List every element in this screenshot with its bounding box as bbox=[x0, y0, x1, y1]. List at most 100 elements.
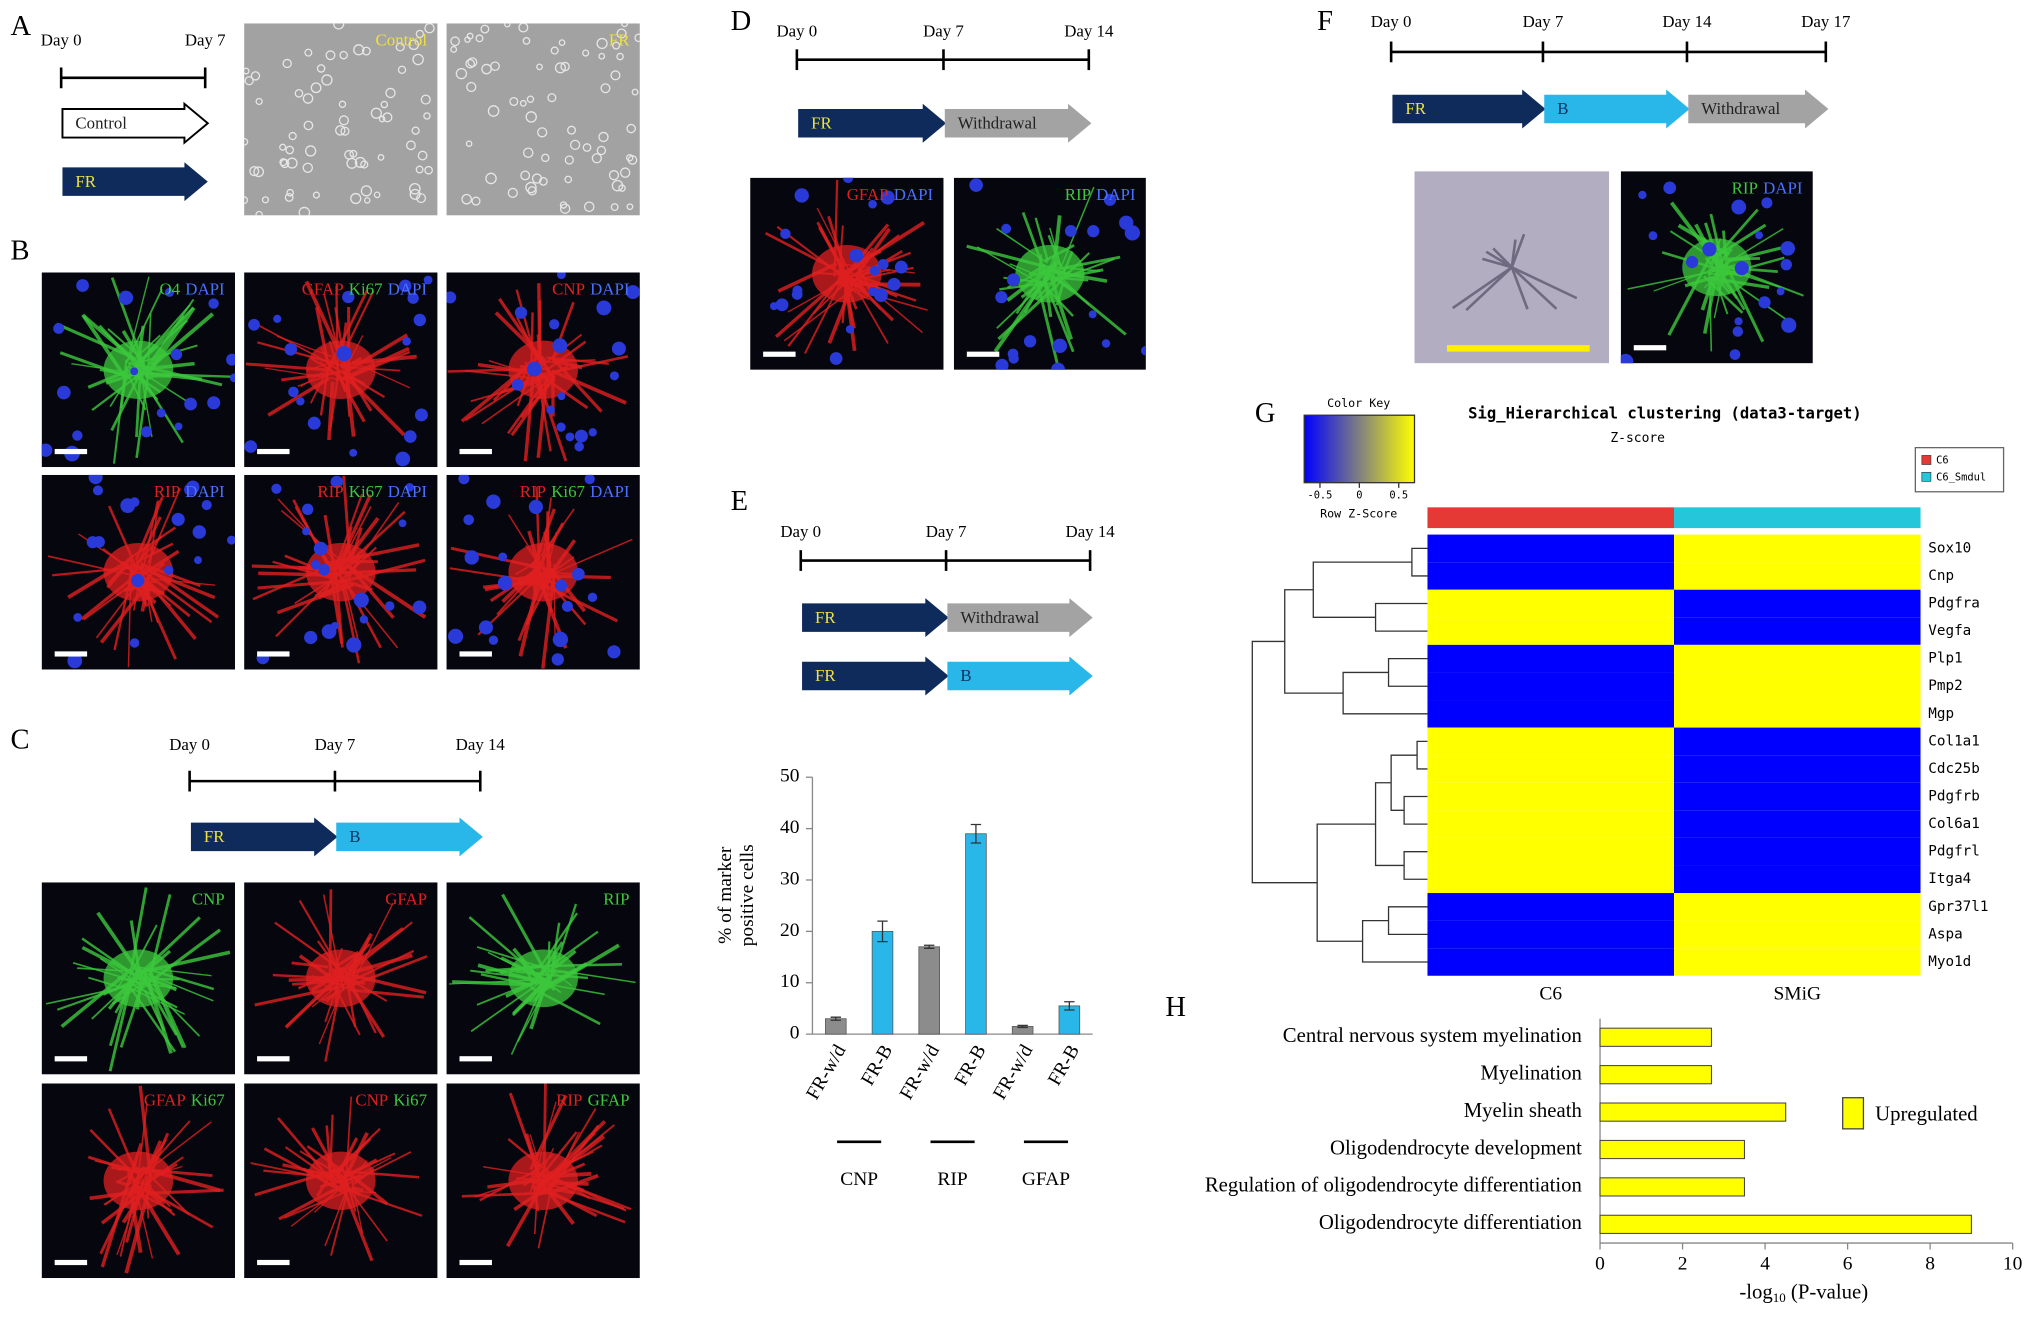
panel-letter: B bbox=[11, 236, 30, 267]
nucleus bbox=[551, 653, 564, 666]
nucleus bbox=[163, 565, 174, 575]
day-label: Day 7 bbox=[923, 21, 964, 40]
image-label-word: Ki67 bbox=[393, 1090, 427, 1109]
stain-process bbox=[330, 1127, 381, 1177]
stain-process bbox=[77, 967, 133, 973]
cell bbox=[250, 71, 261, 81]
legend-swatch bbox=[1921, 471, 1932, 482]
nucleus bbox=[184, 397, 197, 411]
stain-process bbox=[525, 568, 556, 626]
stain-process bbox=[510, 980, 546, 1055]
cell bbox=[380, 100, 389, 109]
cell bbox=[522, 37, 531, 45]
arrow-label: Control bbox=[75, 113, 127, 132]
bar bbox=[1599, 1177, 1745, 1197]
heatmap-cell bbox=[1674, 589, 1921, 618]
stain-process bbox=[349, 1152, 396, 1175]
image-label-word: GFAP bbox=[847, 185, 889, 204]
stain-process bbox=[146, 488, 181, 565]
arrow bbox=[1392, 89, 1546, 129]
heatmap-cell bbox=[1674, 755, 1921, 783]
stain-process bbox=[291, 961, 329, 969]
stain-process bbox=[338, 1131, 369, 1190]
row-label: Vegfa bbox=[1928, 623, 1971, 639]
micrograph-content bbox=[1414, 171, 1610, 364]
stain-process bbox=[1667, 254, 1713, 336]
cell bbox=[249, 166, 260, 177]
legend-label: Upregulated bbox=[1875, 1104, 1978, 1126]
nucleus bbox=[284, 343, 298, 356]
stain-process bbox=[278, 1188, 336, 1221]
y-axis-label-line: % of marker bbox=[715, 846, 736, 944]
stain-process bbox=[141, 344, 198, 363]
stain-process bbox=[100, 1190, 145, 1225]
image-label: Control bbox=[376, 30, 428, 49]
nucleus bbox=[349, 448, 358, 457]
dendrogram-link bbox=[1316, 823, 1376, 942]
day-label: Day 7 bbox=[926, 522, 967, 541]
stain-process bbox=[833, 179, 839, 277]
cell bbox=[424, 23, 435, 34]
image-label-word: RIP bbox=[317, 482, 343, 501]
stain-process bbox=[276, 583, 354, 615]
stain-process bbox=[323, 514, 337, 577]
micrograph-content bbox=[244, 23, 438, 216]
image-label: RIP bbox=[603, 889, 629, 908]
nucleus bbox=[486, 494, 501, 509]
stain-process bbox=[858, 282, 881, 310]
category-label: Oligodendrocyte differentiation bbox=[1319, 1212, 1583, 1234]
stain-process bbox=[522, 1167, 549, 1187]
nucleus bbox=[1023, 335, 1037, 348]
stain-process bbox=[1038, 254, 1043, 275]
stain-process bbox=[550, 355, 603, 413]
heatmap-cell bbox=[1674, 534, 1921, 563]
stain-process bbox=[334, 568, 417, 575]
cell bbox=[353, 44, 365, 56]
cell bbox=[536, 63, 543, 71]
heatmap-cell bbox=[1427, 865, 1674, 894]
stain-process bbox=[148, 1156, 184, 1182]
nucleus bbox=[129, 638, 140, 648]
cell bbox=[253, 166, 265, 178]
cell bbox=[507, 187, 518, 198]
stain-process bbox=[80, 576, 135, 621]
stain-process bbox=[348, 953, 413, 976]
cell bbox=[288, 131, 297, 141]
nucleus bbox=[587, 592, 598, 603]
micrograph: GFAP bbox=[244, 882, 438, 1075]
process bbox=[1492, 247, 1513, 269]
heatmap-cell bbox=[1427, 562, 1674, 590]
image-label-word: RIP bbox=[603, 889, 629, 908]
micrograph-content bbox=[41, 272, 236, 468]
cell bbox=[465, 140, 473, 147]
cell bbox=[395, 42, 405, 52]
stain-process bbox=[144, 1188, 214, 1229]
stain-process bbox=[267, 376, 330, 417]
stain-process bbox=[150, 968, 215, 991]
process bbox=[1511, 266, 1578, 300]
arrow-label: B bbox=[1557, 99, 1568, 118]
stain-process bbox=[1049, 227, 1062, 268]
scale-bar bbox=[1633, 345, 1667, 351]
stain-process bbox=[131, 582, 157, 605]
panel-letter: F bbox=[1317, 6, 1333, 37]
nucleus bbox=[346, 637, 362, 653]
nucleus bbox=[1734, 261, 1749, 276]
stain-process bbox=[507, 1137, 557, 1180]
image-label-word: RIP bbox=[556, 1090, 582, 1109]
scale-bar bbox=[763, 351, 796, 357]
x-tick-label: 8 bbox=[1925, 1254, 1935, 1275]
micrograph-content bbox=[446, 1083, 640, 1279]
stain-process bbox=[529, 978, 550, 1030]
stain-process bbox=[290, 1192, 336, 1227]
nucleus bbox=[792, 285, 803, 296]
stain-process bbox=[515, 970, 545, 976]
y-axis-label-line: positive cells bbox=[737, 844, 758, 946]
nucleus bbox=[868, 199, 877, 209]
stain-process bbox=[311, 984, 339, 1008]
cell bbox=[255, 210, 263, 216]
nucleus bbox=[288, 386, 299, 398]
scale-bar bbox=[459, 651, 492, 657]
cell bbox=[610, 70, 621, 81]
cell bbox=[340, 126, 350, 136]
